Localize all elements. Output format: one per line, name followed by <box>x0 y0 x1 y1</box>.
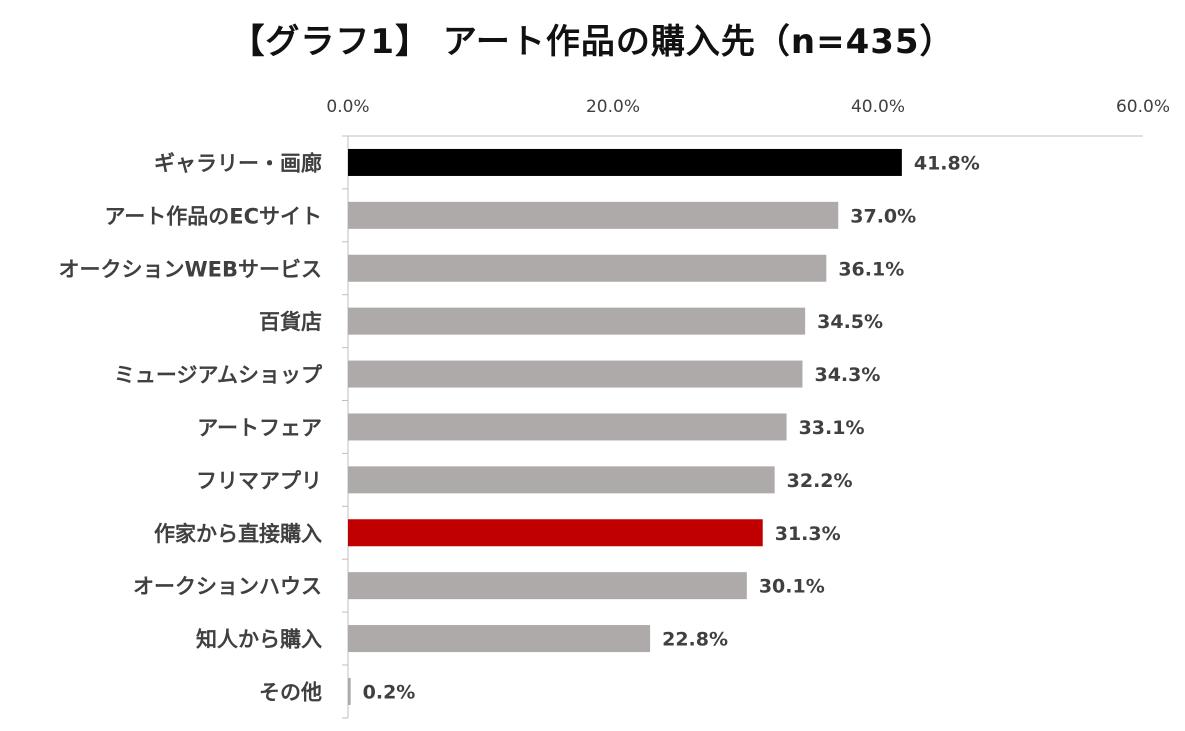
category-label: ギャラリー・画廊 <box>154 151 322 175</box>
bar <box>348 201 839 229</box>
bar <box>348 519 763 547</box>
bar <box>348 572 747 600</box>
chart-title: 【グラフ1】 アート作品の購入先（n=435） <box>230 22 955 62</box>
category-label: ミュージアムショップ <box>114 363 323 387</box>
category-label: その他 <box>259 680 322 704</box>
x-tick-label: 60.0% <box>1116 97 1170 117</box>
bar <box>348 148 902 176</box>
category-label: オークションWEBサービス <box>58 257 322 281</box>
x-tick-label: 20.0% <box>586 97 640 117</box>
data-label: 33.1% <box>799 417 865 439</box>
x-tick-label: 40.0% <box>851 97 905 117</box>
data-labels: 41.8% 37.0% 36.1% 34.5% 34.3% 33.1% 32.2% 31.3%… <box>363 152 980 703</box>
bars <box>348 148 902 705</box>
data-label: 31.3% <box>775 523 841 545</box>
category-label: フリマアプリ <box>196 469 322 493</box>
bar <box>348 307 806 335</box>
data-label: 37.0% <box>850 205 916 227</box>
data-label: 22.8% <box>662 629 728 651</box>
data-label: 36.1% <box>838 258 904 280</box>
data-label: 0.2% <box>363 681 416 703</box>
data-label: 32.2% <box>787 470 853 492</box>
data-label: 30.1% <box>759 576 825 598</box>
x-tick-label: 0.0% <box>326 97 369 117</box>
bar <box>348 413 787 441</box>
category-label: オークションハウス <box>133 575 322 599</box>
category-labels: ギャラリー・画廊アート作品のECサイトオークションWEBサービス百貨店ミュージア… <box>58 151 323 704</box>
data-label: 34.3% <box>814 364 880 386</box>
category-label: アート作品のECサイト <box>105 204 323 228</box>
bar <box>348 466 775 494</box>
bar <box>348 360 803 388</box>
bar <box>348 625 651 653</box>
category-label: 百貨店 <box>259 310 322 334</box>
category-label: 知人から購入 <box>196 628 322 652</box>
data-label: 34.5% <box>817 311 883 333</box>
bar <box>348 677 351 705</box>
x-tick-labels: 0.0% 20.0% 40.0% 60.0% <box>326 97 1170 117</box>
bar <box>348 254 827 282</box>
category-label: 作家から直接購入 <box>154 522 322 546</box>
category-label: アートフェア <box>197 416 322 440</box>
data-label: 41.8% <box>914 152 980 174</box>
